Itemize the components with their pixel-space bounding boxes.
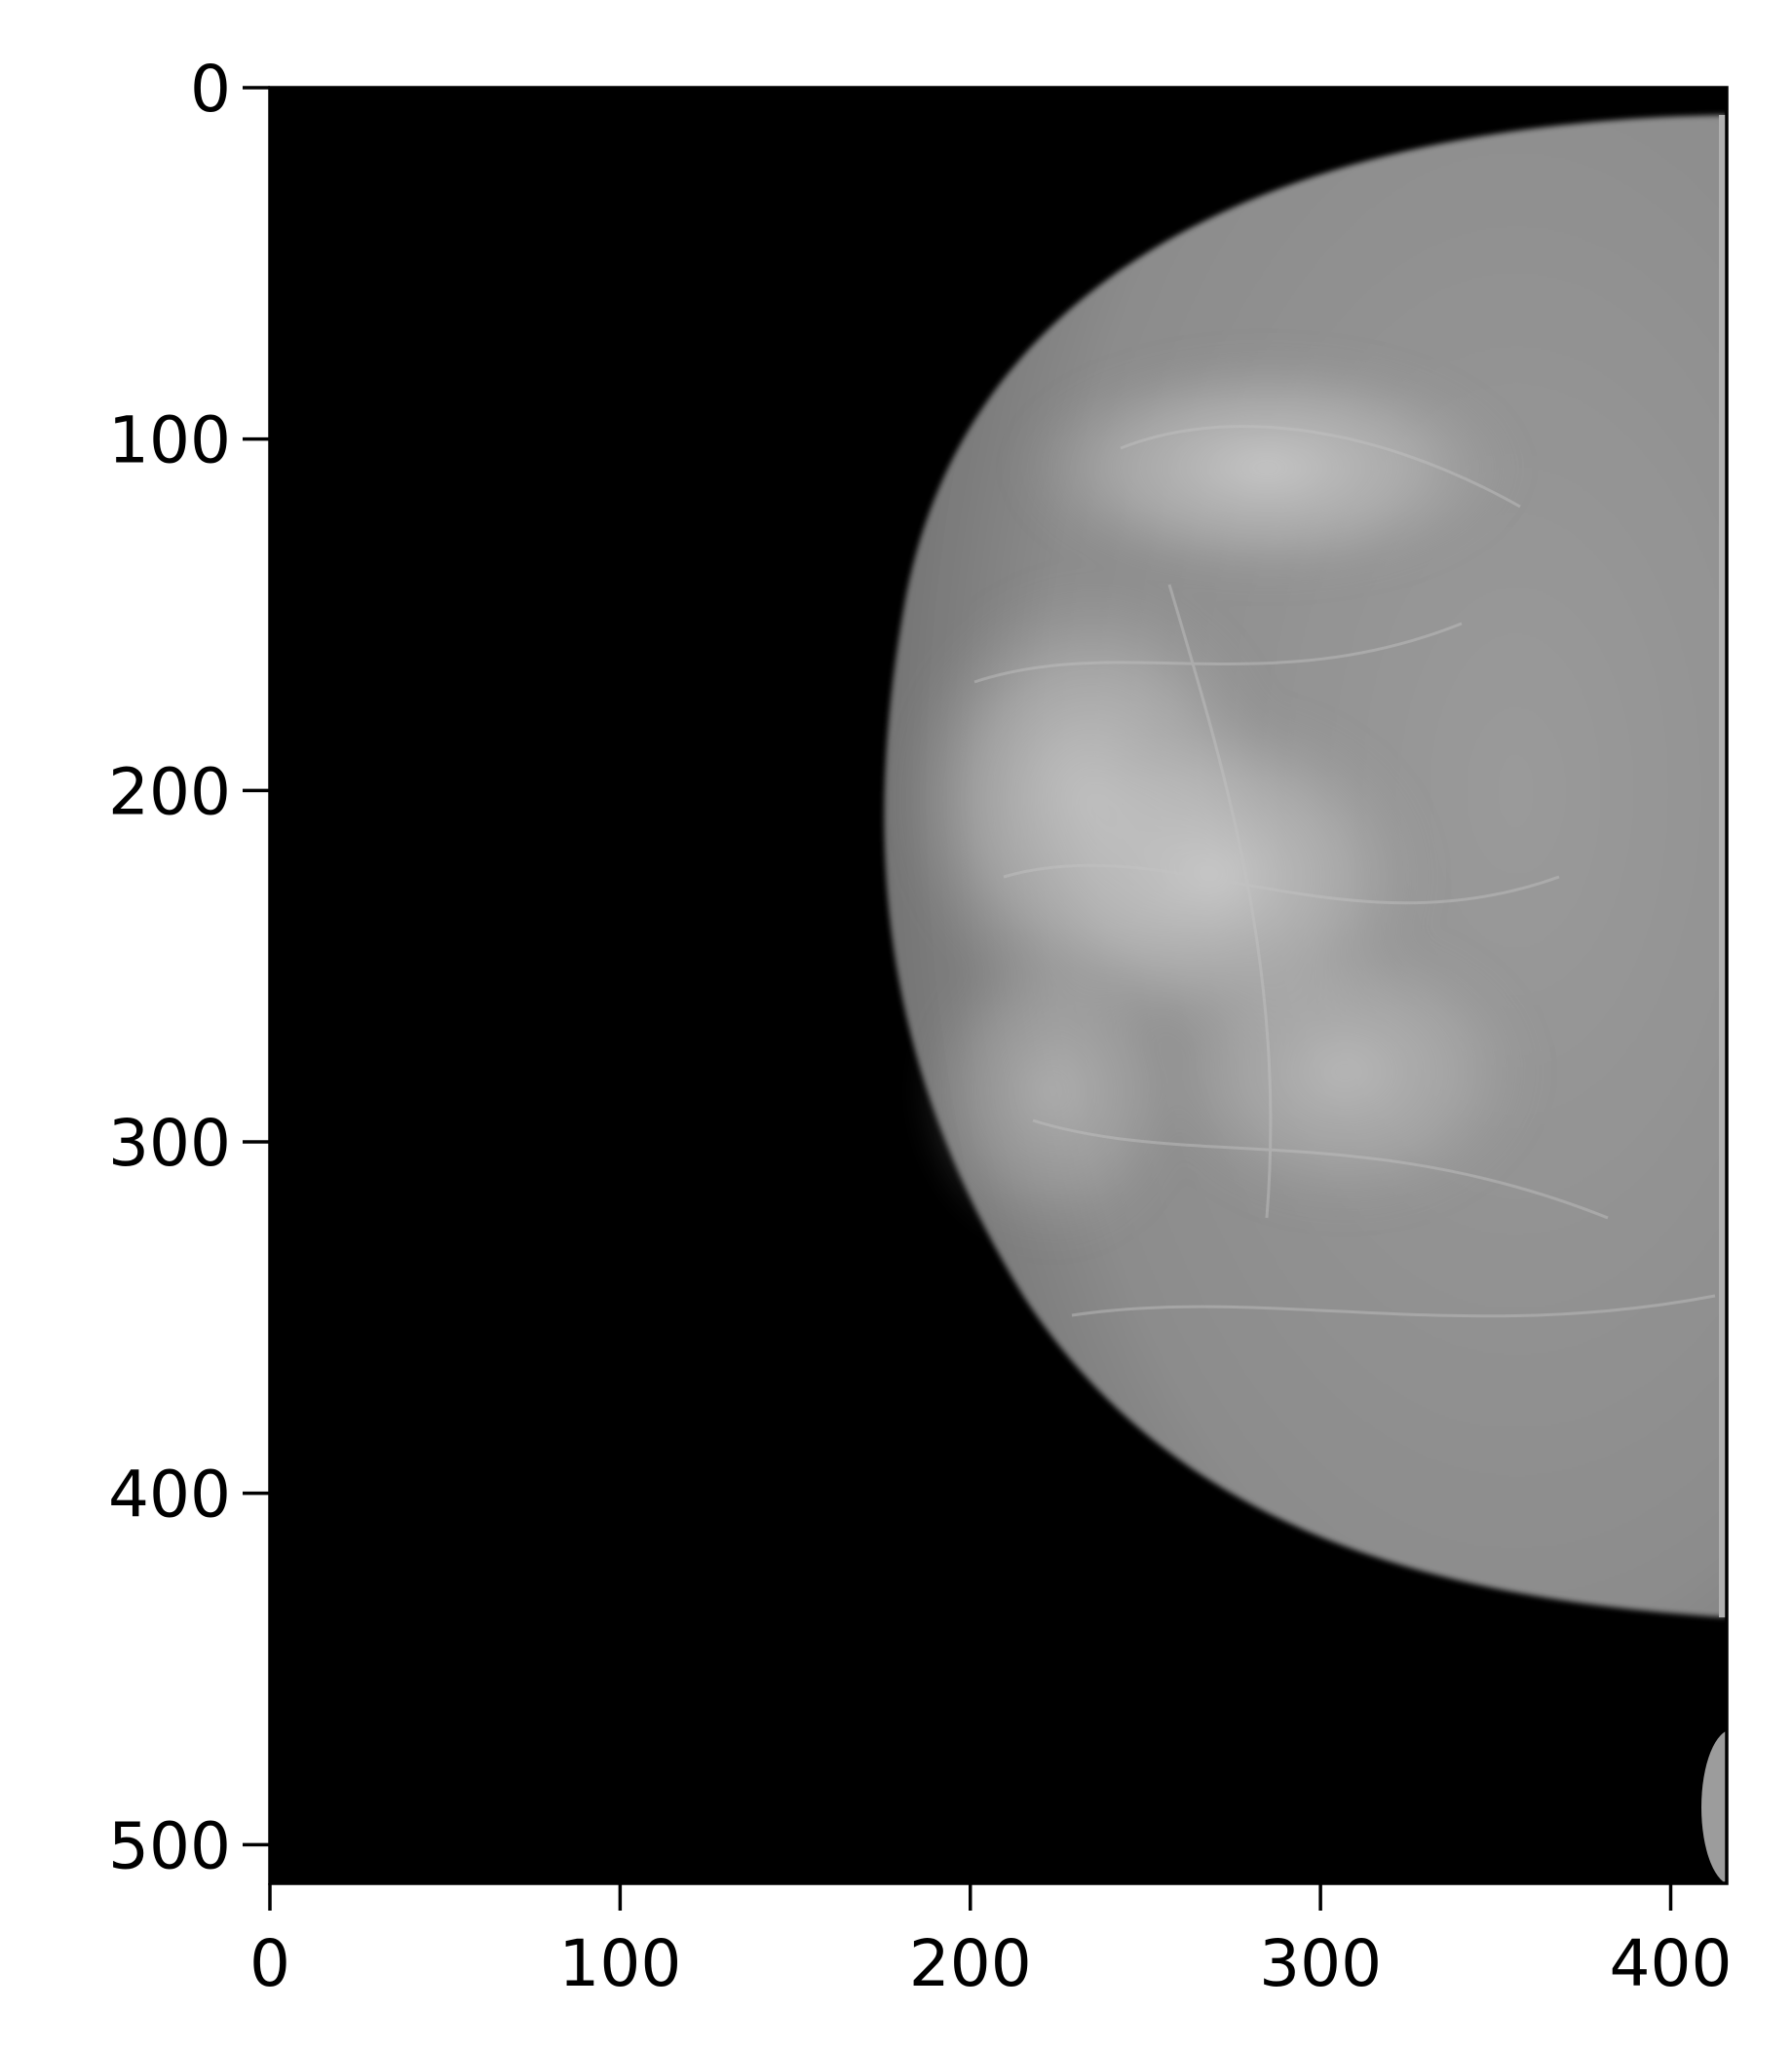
mammogram-image — [270, 88, 1727, 1883]
plot-frame — [268, 86, 1729, 1885]
y-tick-label: 400 — [108, 1458, 231, 1533]
lower-object — [1701, 1730, 1727, 1883]
x-tick-label: 300 — [1259, 1926, 1382, 2001]
y-tick-label: 300 — [108, 1106, 231, 1181]
x-axis: 0 100 200 300 400 — [249, 1883, 1732, 2001]
y-tick-label: 100 — [108, 403, 231, 478]
y-tick-label: 500 — [108, 1808, 231, 1883]
y-tick-label: 200 — [108, 754, 231, 829]
x-tick-label: 200 — [909, 1926, 1032, 2001]
x-tick-label: 100 — [558, 1926, 681, 2001]
tissue-strands — [973, 425, 1716, 1318]
y-axis: 0 100 200 300 400 500 — [108, 52, 270, 1883]
x-tick-label: 0 — [249, 1926, 290, 2001]
y-tick-label: 0 — [190, 52, 231, 127]
dense-tissue — [896, 351, 1540, 1247]
image-edge-band — [1719, 115, 1727, 1617]
x-tick-label: 400 — [1610, 1926, 1733, 2001]
